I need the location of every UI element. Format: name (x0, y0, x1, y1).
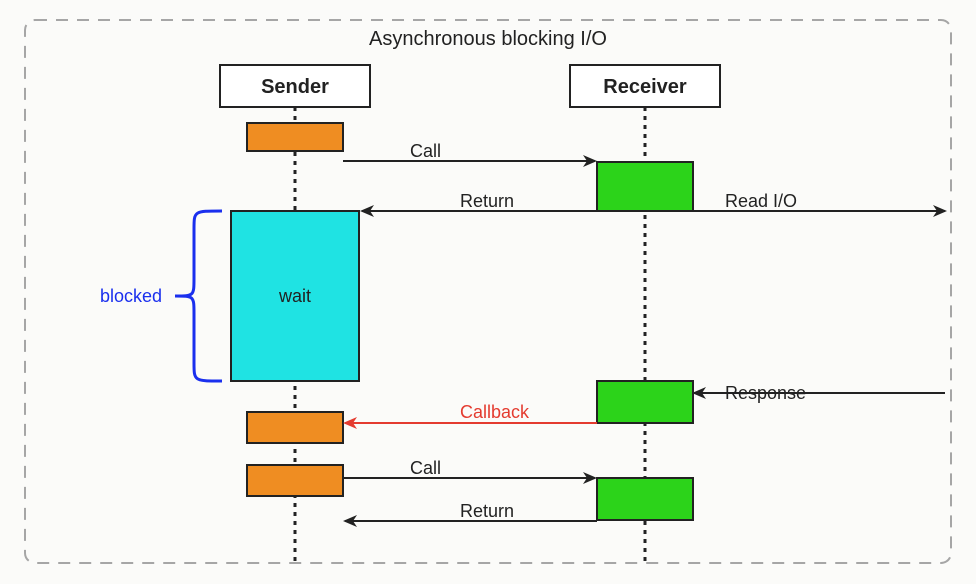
arrow-return-2-label: Return (460, 501, 514, 521)
arrow-call-2-label: Call (410, 458, 441, 478)
actor-sender-label: Sender (261, 76, 329, 98)
brace-label: blocked (100, 286, 162, 306)
actor-sender: Sender (220, 65, 370, 107)
arrow-callback: Callback (345, 402, 597, 423)
bars-group: wait (231, 123, 693, 520)
arrow-return-1-label: Return (460, 191, 514, 211)
diagram-root: Asynchronous blocking I/O Sender Receive… (0, 0, 976, 584)
arrow-read-io: Read I/O (694, 191, 945, 211)
sender-wait-label: wait (278, 286, 311, 306)
arrow-response-label: Response (725, 383, 806, 403)
arrow-return-1: Return (362, 191, 597, 211)
arrow-read-io-label: Read I/O (725, 191, 797, 211)
receiver-exec-2 (597, 381, 693, 423)
arrow-callback-label: Callback (460, 402, 530, 422)
brace-path (175, 211, 222, 381)
actor-receiver: Receiver (570, 65, 720, 107)
sender-exec-3 (247, 465, 343, 496)
arrow-call-1-label: Call (410, 141, 441, 161)
arrow-response: Response (694, 383, 945, 403)
sender-exec-2 (247, 412, 343, 443)
actor-receiver-label: Receiver (603, 76, 687, 98)
receiver-exec-1 (597, 162, 693, 211)
brace-blocked: blocked (100, 211, 222, 381)
arrow-call-2: Call (343, 458, 595, 478)
diagram-frame (25, 20, 951, 563)
sender-wait: wait (231, 211, 359, 381)
receiver-exec-3 (597, 478, 693, 520)
diagram-title: Asynchronous blocking I/O (369, 28, 607, 50)
arrow-call-1: Call (343, 141, 595, 161)
arrow-return-2: Return (345, 501, 597, 521)
sender-exec-1 (247, 123, 343, 151)
